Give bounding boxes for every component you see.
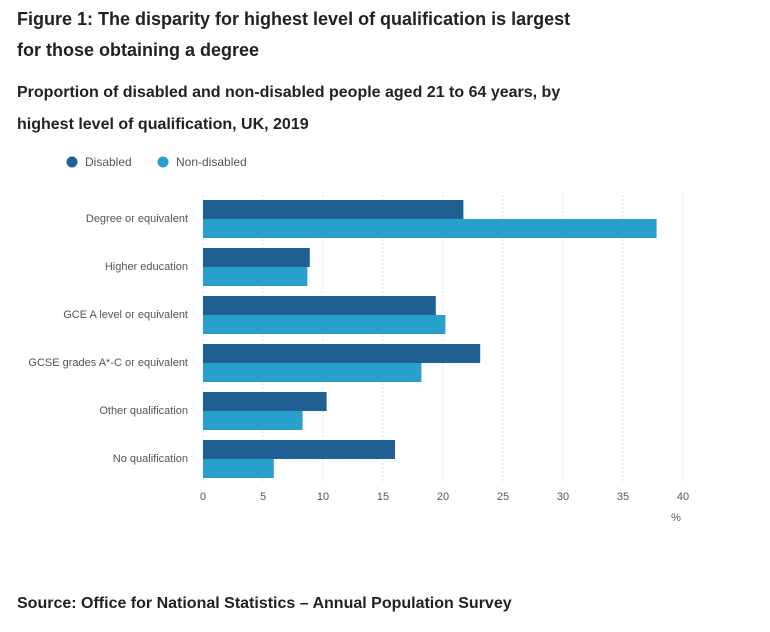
y-tick-label: GCSE grades A*-C or equivalent — [28, 357, 188, 369]
x-tick-label: 0 — [200, 491, 206, 503]
bar — [203, 296, 436, 315]
source: Source: Office for National Statistics –… — [17, 595, 512, 612]
bar — [203, 315, 446, 334]
bar — [203, 200, 464, 219]
x-tick-label: 20 — [437, 491, 449, 503]
x-tick-label: 5 — [260, 491, 266, 503]
x-tick-label: 25 — [497, 491, 509, 503]
x-tick-label: 40 — [677, 491, 689, 503]
y-tick-label: Higher education — [105, 261, 188, 273]
x-axis-label: % — [671, 512, 681, 524]
x-tick-label: 15 — [377, 491, 389, 503]
y-tick-label: Degree or equivalent — [86, 213, 188, 225]
bar — [203, 219, 657, 238]
bar — [203, 363, 422, 382]
legend-label: Non-disabled — [176, 155, 247, 169]
bar — [203, 267, 308, 286]
bar — [203, 411, 303, 430]
y-tick-label: No qualification — [113, 453, 188, 465]
legend-label: Disabled — [85, 155, 132, 169]
chart-title: Figure 1: The disparity for highest leve… — [17, 9, 570, 29]
x-tick-label: 35 — [617, 491, 629, 503]
bar — [203, 344, 481, 363]
chart-subtitle: Proportion of disabled and non-disabled … — [17, 84, 560, 101]
legend-marker — [66, 156, 78, 168]
chart-title: for those obtaining a degree — [17, 40, 259, 60]
x-tick-label: 30 — [557, 491, 569, 503]
bar — [203, 440, 395, 459]
bar — [203, 459, 274, 478]
y-tick-label: Other qualification — [99, 405, 188, 417]
x-tick-label: 10 — [317, 491, 329, 503]
bar — [203, 248, 310, 267]
chart-subtitle: highest level of qualification, UK, 2019 — [17, 116, 309, 133]
y-tick-label: GCE A level or equivalent — [63, 309, 188, 321]
legend-marker — [157, 156, 169, 168]
bar — [203, 392, 327, 411]
